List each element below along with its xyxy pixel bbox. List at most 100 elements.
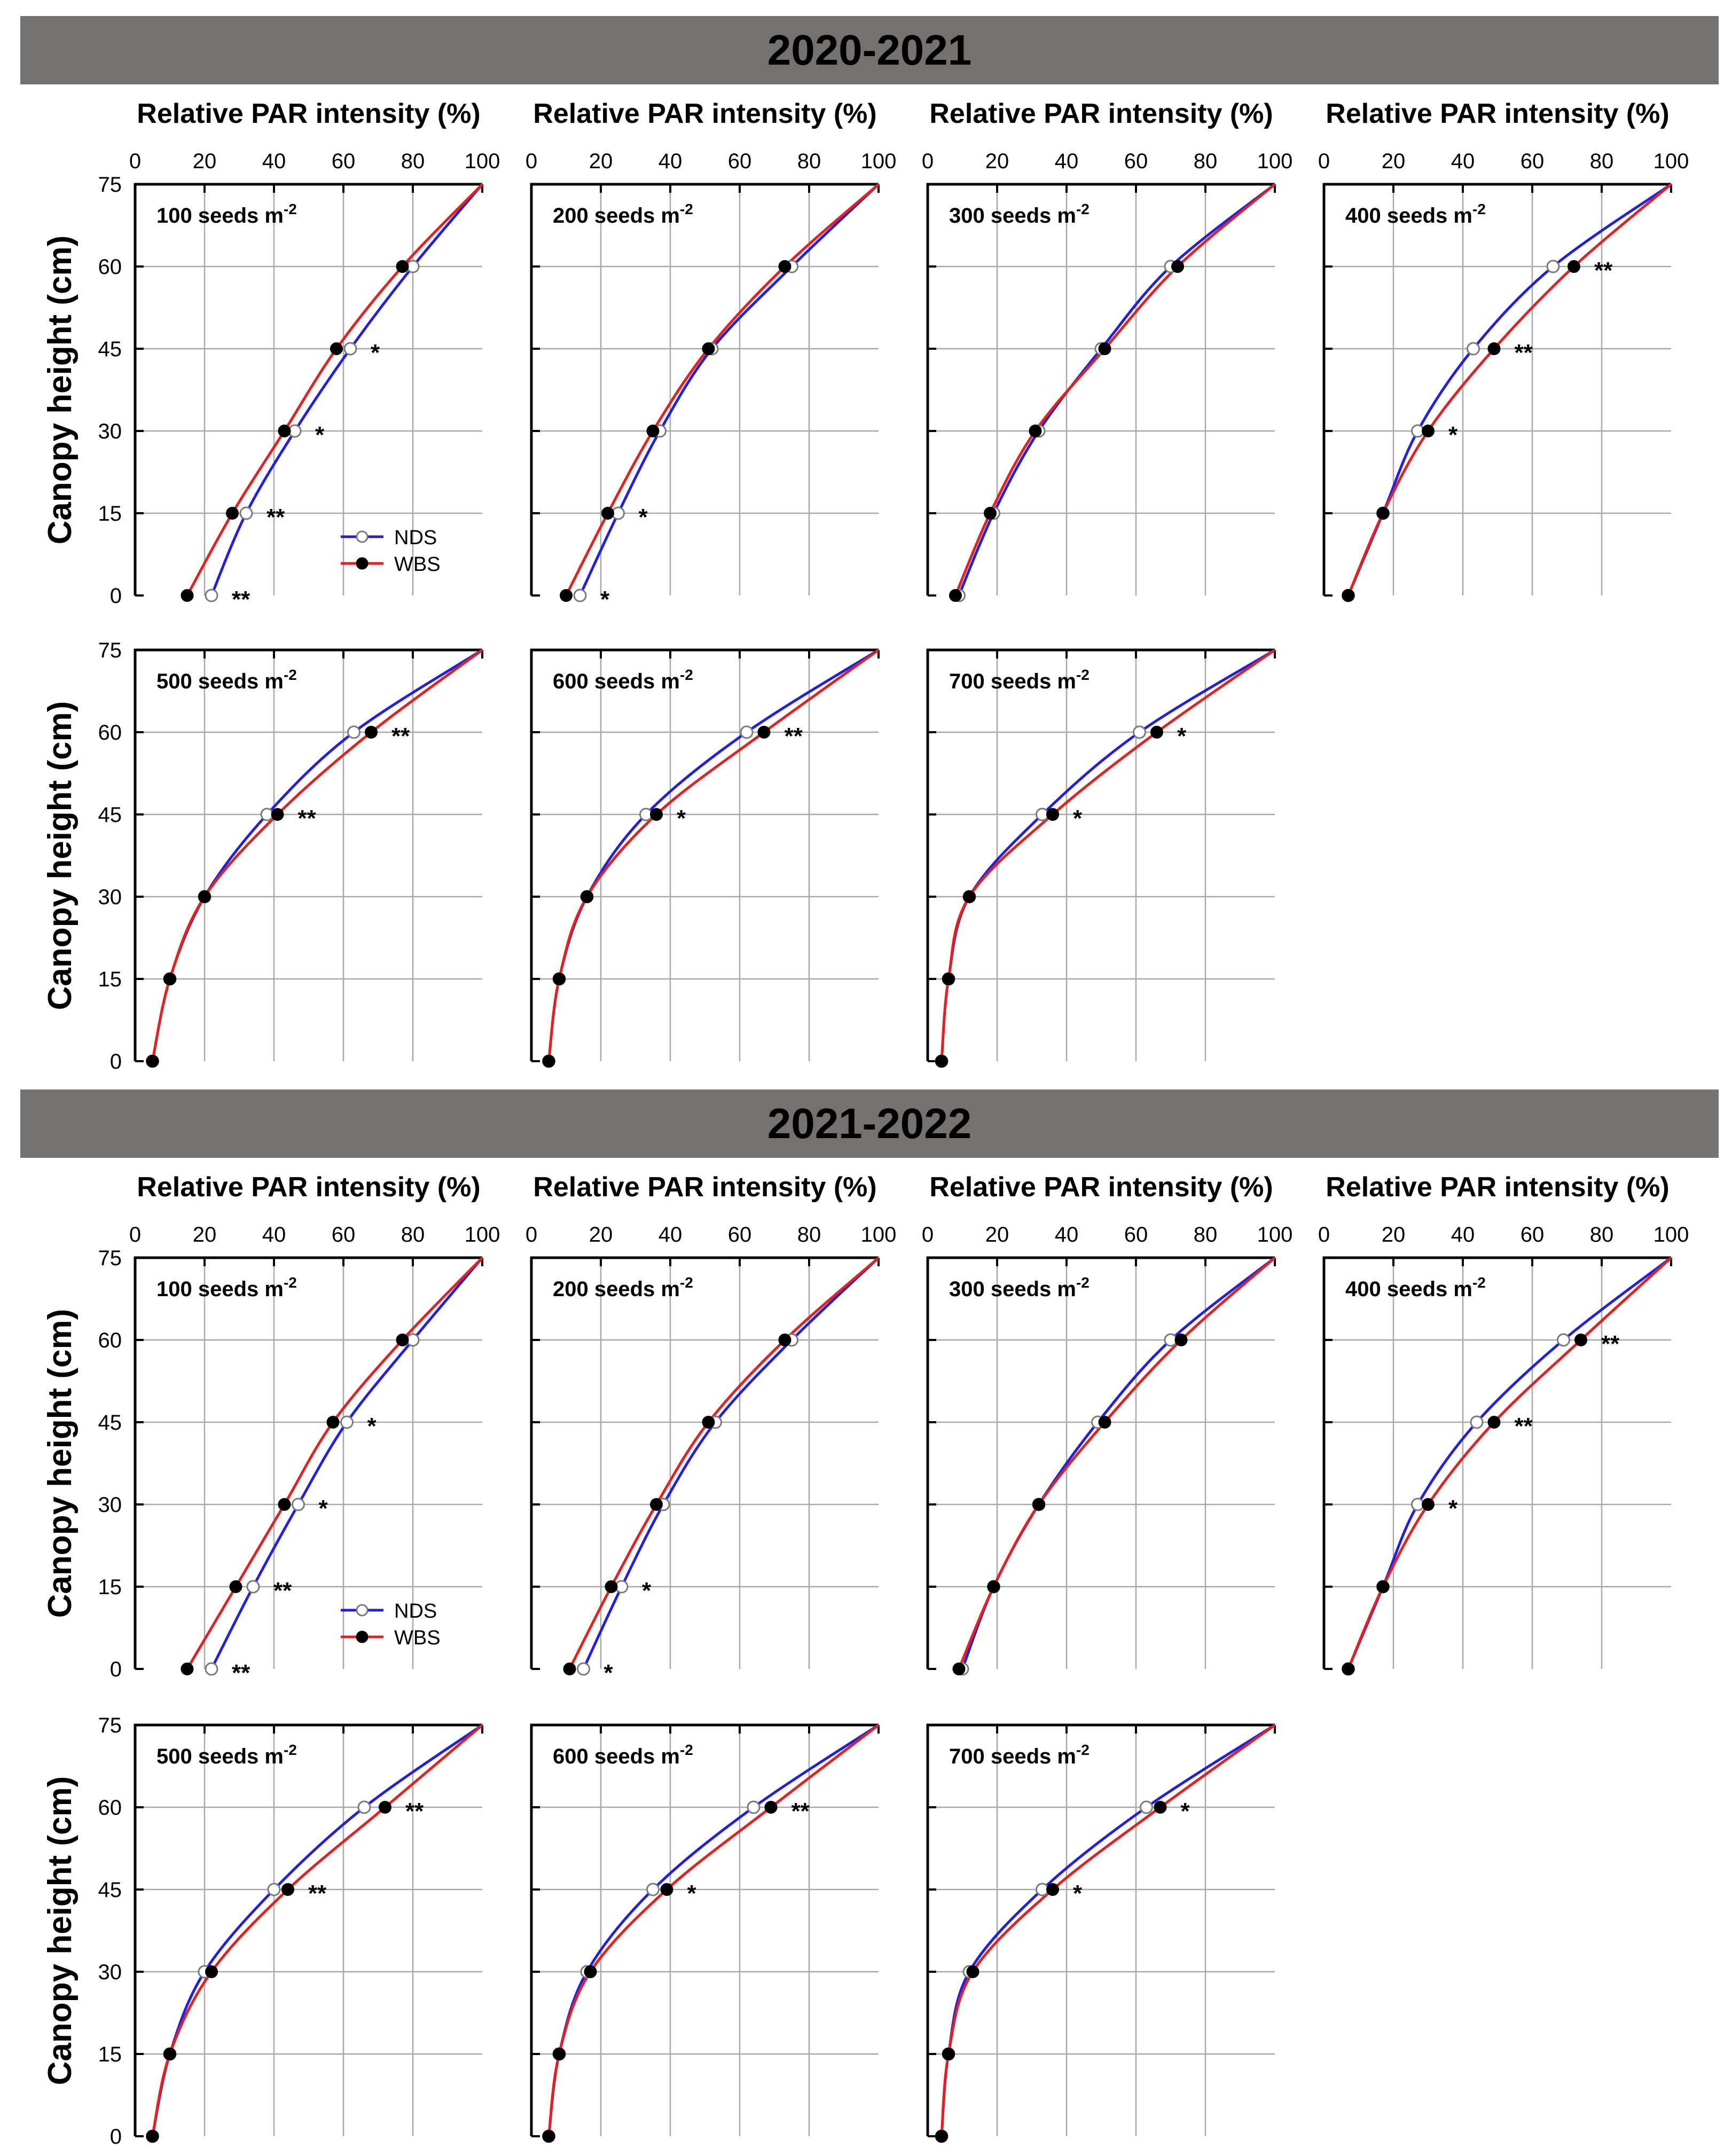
density-text: 700 seeds m xyxy=(949,670,1076,693)
panel-density-label: 200 seeds m-2 xyxy=(553,201,693,228)
data-point-nds xyxy=(357,1800,371,1814)
data-point-nds xyxy=(573,589,587,602)
data-point-nds xyxy=(347,725,360,739)
significance-marker: * xyxy=(677,805,686,832)
legend-label: NDS xyxy=(394,1600,437,1622)
panel-density-label: 400 seeds m-2 xyxy=(1345,201,1486,228)
significance-marker: * xyxy=(604,1660,614,1686)
significance-marker: ** xyxy=(785,723,803,749)
x-tick-label: 60 xyxy=(1124,150,1148,173)
significance-marker: ** xyxy=(298,805,317,832)
density-text: 500 seeds m xyxy=(156,670,284,693)
data-point-wbs xyxy=(1098,342,1111,355)
y-tick-label: 75 xyxy=(98,1246,122,1270)
x-tick-label: 80 xyxy=(1194,150,1218,173)
x-tick-label: 20 xyxy=(589,150,613,173)
data-point-wbs xyxy=(702,1416,715,1429)
x-tick-label: 20 xyxy=(1382,150,1406,173)
density-exponent: -2 xyxy=(1472,201,1486,217)
density-text: 300 seeds m xyxy=(949,1277,1076,1301)
density-exponent: -2 xyxy=(680,667,693,683)
data-point-wbs xyxy=(650,808,663,821)
data-point-nds xyxy=(205,589,218,602)
density-text: 100 seeds m xyxy=(156,1277,284,1301)
x-tick-label: 20 xyxy=(985,1223,1009,1246)
density-exponent: -2 xyxy=(1076,1274,1090,1291)
data-point-wbs xyxy=(281,1883,294,1896)
x-tick-label: 100 xyxy=(465,150,500,173)
y-tick-label: 45 xyxy=(98,338,122,361)
x-tick-label: 100 xyxy=(861,150,897,173)
data-point-wbs xyxy=(271,808,284,821)
significance-marker: * xyxy=(687,1880,697,1907)
panel-2021-2022-600-seeds: 600 seeds m-2*** xyxy=(530,1723,880,2143)
panel-density-label: 700 seeds m-2 xyxy=(949,1742,1090,1768)
panel-density-label: 400 seeds m-2 xyxy=(1345,1274,1486,1301)
series-line-nds xyxy=(547,1723,880,2137)
panel-density-label: 600 seeds m-2 xyxy=(553,1742,693,1768)
data-point-wbs xyxy=(379,1801,391,1814)
significance-marker: ** xyxy=(1515,1413,1533,1439)
data-point-wbs xyxy=(278,1498,291,1511)
data-point-wbs xyxy=(584,1965,597,1978)
series-line-wbs xyxy=(547,1724,880,2137)
density-exponent: -2 xyxy=(680,201,693,217)
data-point-nds xyxy=(205,1662,218,1676)
x-tick-label: 40 xyxy=(1451,1223,1475,1246)
density-exponent: -2 xyxy=(284,667,297,683)
data-point-wbs xyxy=(660,1883,673,1896)
series-line-nds xyxy=(940,648,1276,1062)
x-tick-label: 20 xyxy=(589,1223,613,1246)
series-line-nds xyxy=(940,1723,1276,2137)
significance-marker: * xyxy=(1448,1495,1458,1522)
density-text: 600 seeds m xyxy=(553,670,680,693)
significance-marker: * xyxy=(1181,1798,1190,1824)
significance-marker: * xyxy=(600,586,610,613)
data-point-wbs xyxy=(1376,1580,1390,1593)
season-label: 2021-2022 xyxy=(767,1100,972,1147)
panel-2020-2021-500-seeds: 0 15 30 45 60 75 Canopy height (cm) 500 seeds m… xyxy=(42,639,483,1073)
y-tick-label: 15 xyxy=(98,2043,122,2066)
density-exponent: -2 xyxy=(1472,1274,1486,1291)
density-exponent: -2 xyxy=(1076,201,1090,217)
x-tick-label: 0 xyxy=(922,150,934,173)
density-exponent: -2 xyxy=(1076,667,1090,683)
y-tick-label: 0 xyxy=(110,2125,122,2149)
data-point-wbs xyxy=(650,1498,663,1511)
significance-marker: * xyxy=(639,504,648,530)
panel-density-label: 500 seeds m-2 xyxy=(156,667,297,693)
density-text: 700 seeds m xyxy=(949,1745,1076,1768)
panel-density-label: 300 seeds m-2 xyxy=(949,1274,1090,1301)
density-text: 200 seeds m xyxy=(553,1277,680,1301)
data-point-wbs xyxy=(1154,1801,1167,1814)
x-axis-title: Relative PAR intensity (%) xyxy=(929,98,1273,129)
data-point-wbs xyxy=(605,1580,618,1593)
data-point-wbs xyxy=(146,2130,159,2143)
x-tick-label: 80 xyxy=(401,1223,425,1246)
data-point-wbs xyxy=(226,507,239,520)
significance-marker: ** xyxy=(273,1578,292,1604)
x-tick-label: 60 xyxy=(728,150,752,173)
data-point-wbs xyxy=(563,1663,576,1675)
data-point-wbs xyxy=(396,260,409,273)
data-point-nds xyxy=(1470,1415,1484,1429)
series-line-wbs xyxy=(547,648,880,1062)
data-point-wbs xyxy=(146,1055,159,1068)
data-point-wbs xyxy=(1422,1498,1435,1511)
data-point-wbs xyxy=(942,973,955,985)
x-tick-label: 100 xyxy=(861,1223,897,1246)
x-tick-label: 80 xyxy=(1590,1223,1614,1246)
x-tick-label: 40 xyxy=(262,150,286,173)
data-point-wbs xyxy=(1376,507,1390,520)
x-tick-label: 100 xyxy=(1257,1223,1293,1246)
y-tick-label: 30 xyxy=(98,1493,122,1517)
data-point-wbs xyxy=(1568,260,1580,273)
density-text: 200 seeds m xyxy=(553,204,680,228)
data-point-wbs xyxy=(1029,425,1042,437)
data-point-wbs xyxy=(935,1055,948,1068)
x-tick-label: 60 xyxy=(332,1223,356,1246)
panel-density-label: 200 seeds m-2 xyxy=(553,1274,693,1301)
density-text: 500 seeds m xyxy=(156,1745,284,1768)
data-point-wbs xyxy=(1150,726,1163,739)
